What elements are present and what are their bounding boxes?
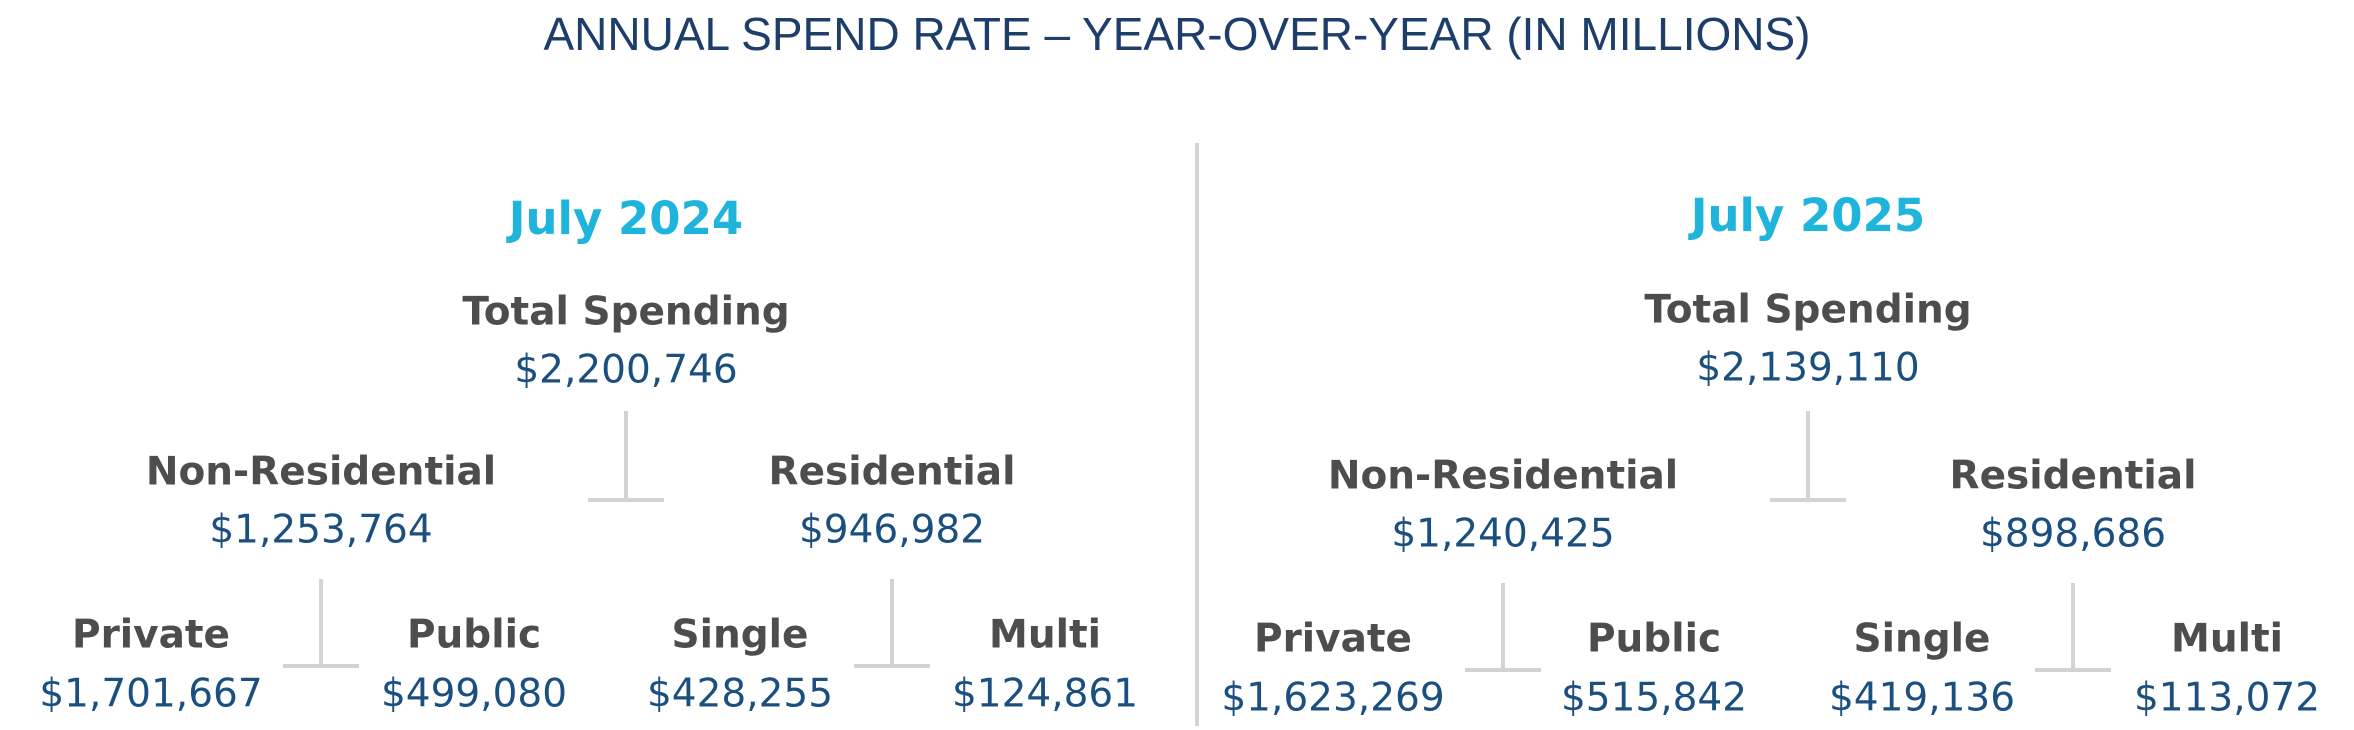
group-label: Residential <box>1950 454 2197 499</box>
connector <box>283 579 359 668</box>
item-label: Single <box>1854 617 1991 662</box>
item-label: Multi <box>989 613 1101 658</box>
item-value: $499,080 <box>381 672 567 717</box>
item-label: Public <box>407 613 541 658</box>
group-value: $946,982 <box>799 508 985 553</box>
page-title: ANNUAL SPEND RATE – YEAR-OVER-YEAR (IN M… <box>544 8 1811 60</box>
period-heading: July 2024 <box>506 192 743 245</box>
connector <box>2035 583 2111 672</box>
group-value: $1,240,425 <box>1391 512 1614 557</box>
item-value: $1,623,269 <box>1221 676 1444 721</box>
group-label: Non-Residential <box>146 450 496 495</box>
item-value: $419,136 <box>1829 676 2015 721</box>
item-label: Private <box>1254 617 1412 662</box>
total-value: $2,139,110 <box>1696 346 1919 391</box>
group-label: Residential <box>769 450 1016 495</box>
group-value: $898,686 <box>1980 512 2166 557</box>
connector <box>588 411 664 502</box>
group-value: $1,253,764 <box>209 508 432 553</box>
item-value: $113,072 <box>2134 676 2320 721</box>
item-label: Single <box>672 613 809 658</box>
item-label: Multi <box>2171 617 2283 662</box>
total-label: Total Spending <box>1644 288 1971 333</box>
total-label: Total Spending <box>462 290 789 335</box>
group-label: Non-Residential <box>1328 454 1678 499</box>
item-value: $124,861 <box>952 672 1138 717</box>
item-value: $1,701,667 <box>39 672 262 717</box>
item-value: $428,255 <box>647 672 833 717</box>
total-value: $2,200,746 <box>514 348 737 393</box>
connector <box>1465 583 1541 672</box>
item-label: Public <box>1587 617 1721 662</box>
period-heading: July 2025 <box>1688 189 1925 242</box>
item-value: $515,842 <box>1561 676 1747 721</box>
item-label: Private <box>72 613 230 658</box>
connector <box>854 579 930 668</box>
connector <box>1770 411 1846 502</box>
